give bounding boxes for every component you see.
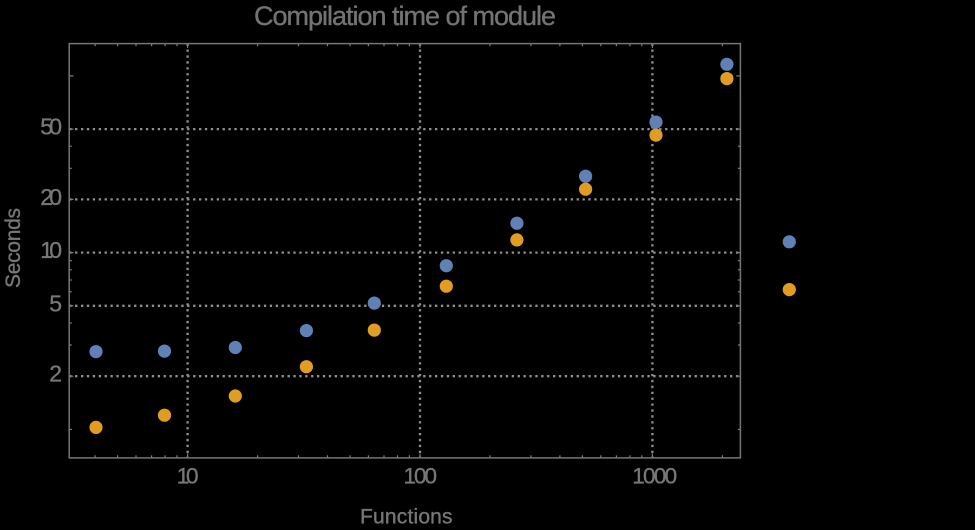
svg-text:2: 2 bbox=[49, 361, 62, 387]
svg-text:Functions: Functions bbox=[360, 505, 453, 525]
svg-text:100: 100 bbox=[404, 463, 438, 488]
svg-text:5: 5 bbox=[49, 290, 62, 316]
svg-text:Seconds: Seconds bbox=[2, 208, 25, 288]
svg-text:20: 20 bbox=[40, 184, 62, 210]
svg-text:10: 10 bbox=[177, 463, 199, 488]
svg-text:Compilation time of module: Compilation time of module bbox=[254, 1, 556, 31]
svg-text:50: 50 bbox=[40, 114, 62, 140]
svg-text:1000: 1000 bbox=[632, 463, 677, 488]
svg-text:10: 10 bbox=[40, 237, 62, 263]
